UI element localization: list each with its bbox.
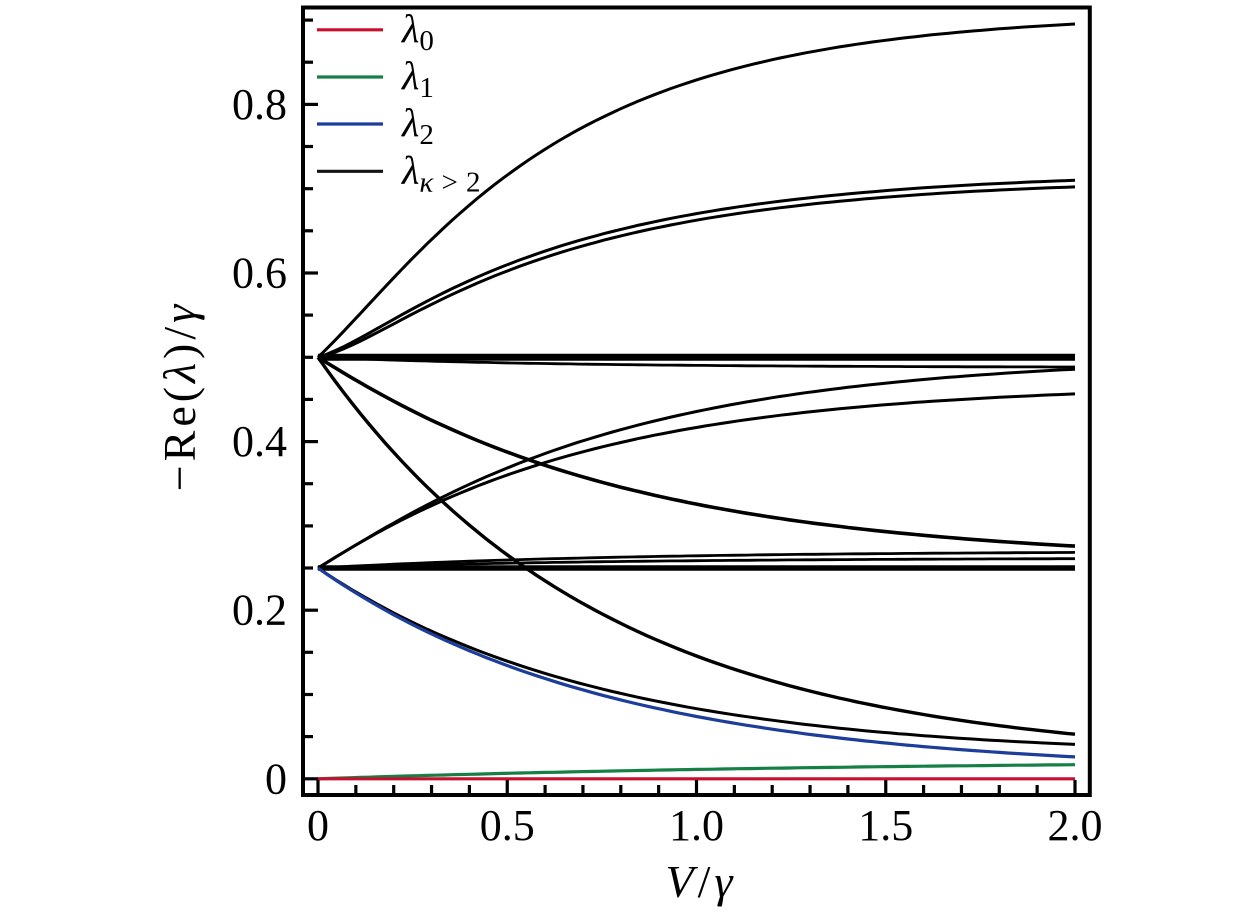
- svg-text:0: 0: [265, 754, 287, 803]
- svg-text:0.6: 0.6: [232, 249, 287, 298]
- svg-text:0: 0: [307, 801, 329, 850]
- svg-text:λ0: λ0: [401, 6, 434, 57]
- svg-text:2.0: 2.0: [1048, 801, 1103, 850]
- svg-text:0.4: 0.4: [232, 417, 287, 466]
- svg-text:λ1: λ1: [401, 53, 434, 104]
- svg-text:1.0: 1.0: [669, 801, 724, 850]
- svg-text:0.8: 0.8: [232, 80, 287, 129]
- svg-text:λ2: λ2: [401, 100, 434, 151]
- svg-text:V/γ: V/γ: [665, 856, 736, 907]
- svg-text:λκ > 2: λκ > 2: [401, 147, 481, 198]
- svg-text:0.5: 0.5: [480, 801, 535, 850]
- svg-text:−Re(λ)/γ: −Re(λ)/γ: [154, 301, 205, 492]
- svg-text:0.2: 0.2: [232, 586, 287, 635]
- svg-text:1.5: 1.5: [858, 801, 913, 850]
